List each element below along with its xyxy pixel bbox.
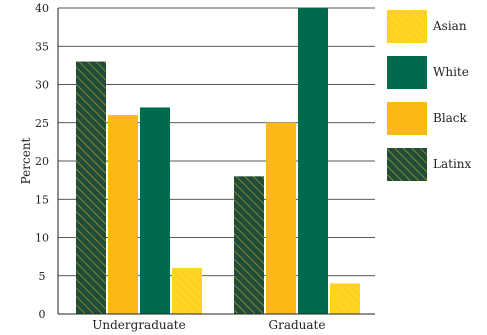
legend-label-white: White [433, 65, 469, 79]
bars [76, 8, 360, 314]
legend: Asian White Black Latinx [387, 10, 472, 181]
bar-asian-undergraduate [172, 268, 202, 314]
bar-black-graduate [266, 122, 296, 314]
bar-white-graduate [298, 8, 328, 314]
y-tick-label: 10 [35, 232, 49, 245]
y-tick-label: 0 [39, 308, 46, 321]
y-tick-label: 30 [35, 79, 49, 92]
legend-label-black: Black [433, 111, 468, 125]
y-tick-label: 15 [35, 193, 49, 206]
x-category-label: Graduate [269, 318, 326, 332]
bar-asian-graduate [330, 283, 360, 314]
bar-latinx-undergraduate [76, 61, 106, 314]
legend-swatch-latinx [387, 148, 427, 181]
legend-swatch-white [387, 56, 427, 89]
x-category-label: Undergraduate [92, 318, 185, 332]
bar-latinx-graduate [234, 176, 264, 314]
x-axis-categories: Undergraduate Graduate [92, 318, 325, 332]
bar-black-undergraduate [108, 115, 138, 314]
legend-label-asian: Asian [432, 19, 467, 33]
legend-swatch-asian [387, 10, 427, 43]
y-axis-label: Percent [19, 137, 33, 184]
bar-white-undergraduate [140, 107, 170, 314]
legend-swatch-black [387, 102, 427, 135]
y-tick-label: 25 [35, 117, 49, 130]
y-tick-label: 40 [35, 2, 49, 15]
y-tick-label: 35 [35, 40, 49, 53]
y-axis-ticks: 0 5 10 15 20 25 30 35 40 [35, 2, 49, 321]
legend-label-latinx: Latinx [433, 157, 472, 171]
y-tick-label: 20 [35, 155, 49, 168]
y-tick-label: 5 [39, 270, 46, 283]
